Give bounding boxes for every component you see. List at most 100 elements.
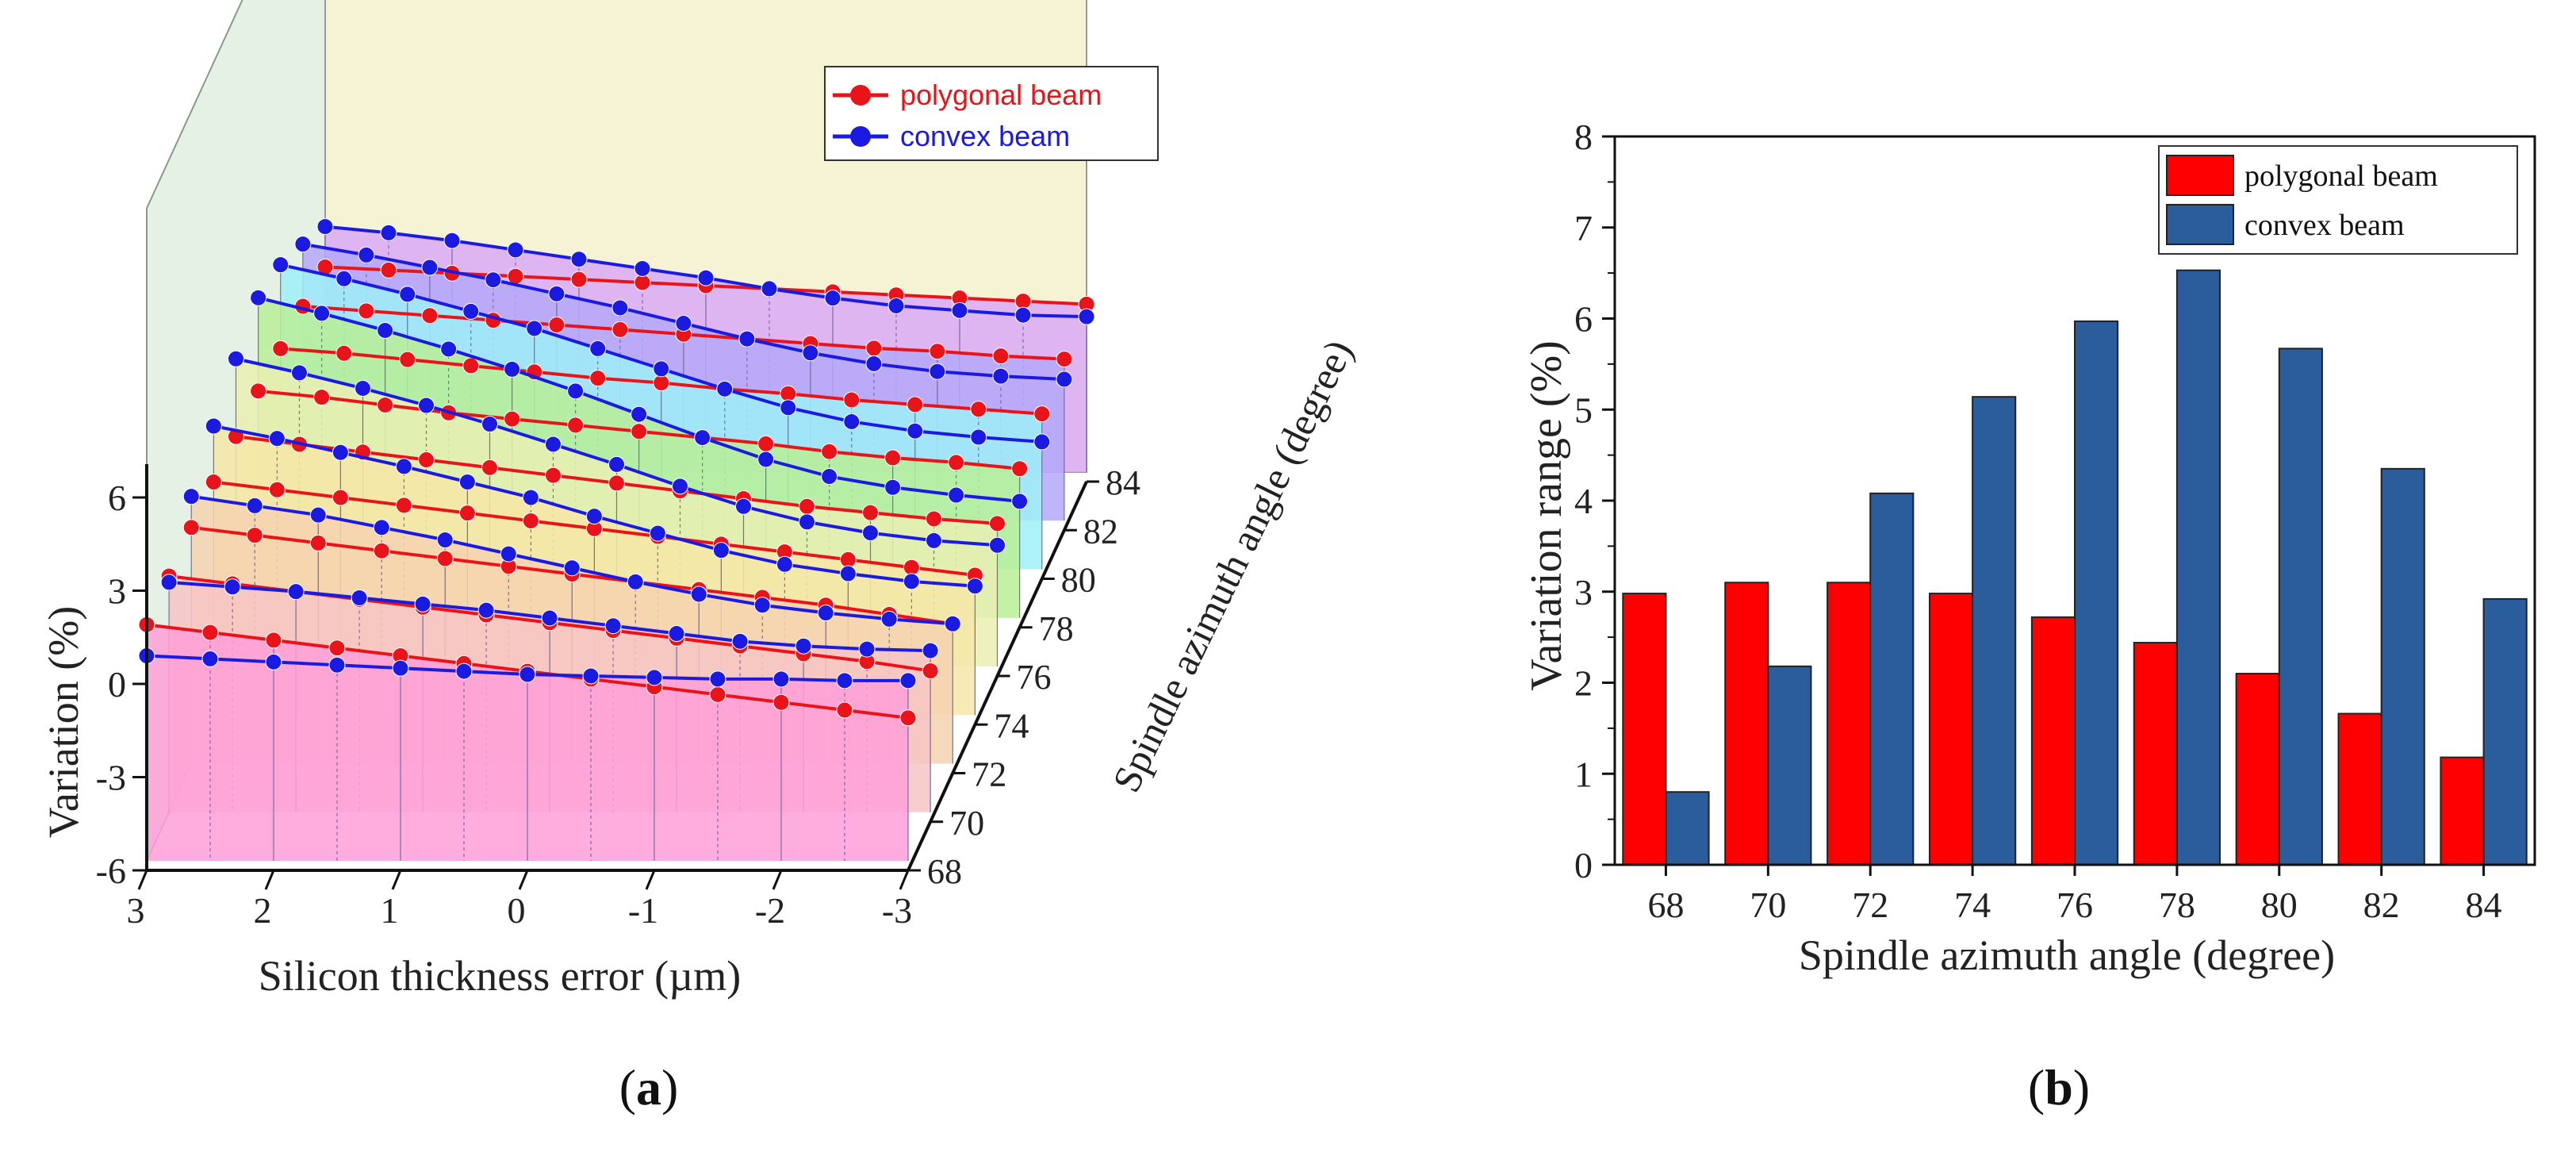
z-tick-label: 76 xyxy=(1017,658,1052,697)
convex-point-80 xyxy=(843,413,861,430)
convex-point-80 xyxy=(780,399,797,417)
polygonal-point-80 xyxy=(653,374,670,391)
polygonal-point-76 xyxy=(926,510,942,528)
panel-b-legend: polygonal beam convex beam xyxy=(2158,145,2518,255)
convex-bar-74 xyxy=(1972,396,2017,866)
polygonal-point-76 xyxy=(799,497,815,515)
convex-point-74 xyxy=(776,555,793,573)
convex-point-76 xyxy=(862,524,879,542)
convex-point-72 xyxy=(436,532,454,548)
x-tick-label: -1 xyxy=(628,890,658,931)
convex-point-78 xyxy=(377,321,394,339)
convex-point-80 xyxy=(653,360,670,378)
convex-point-84 xyxy=(761,280,778,298)
panel-a-xlabel: Silicon thickness error (µm) xyxy=(259,952,741,1000)
convex-point-76 xyxy=(926,532,942,549)
panel-a-caption-letter: a xyxy=(636,1059,661,1116)
convex-point-84 xyxy=(316,218,334,236)
polygonal-point-78 xyxy=(567,417,585,434)
x-tick-label: -2 xyxy=(755,890,785,931)
convex-point-78 xyxy=(821,468,838,486)
x-tick-label: 80 xyxy=(2261,885,2298,925)
convex-point-76 xyxy=(355,379,371,397)
legend-a-polygonal-label: polygonal beam xyxy=(900,79,1102,111)
legend-b-convex-swatch-icon xyxy=(2166,204,2234,245)
y-tick-label: 3 xyxy=(1574,572,1593,612)
convex-point-70 xyxy=(160,574,178,591)
convex-bar-68 xyxy=(1665,791,1710,866)
x-tick-label: -3 xyxy=(882,890,912,931)
convex-bar-80 xyxy=(2278,348,2323,866)
convex-point-68 xyxy=(328,656,346,674)
panel-b-caption-letter: b xyxy=(2045,1059,2073,1116)
convex-point-82 xyxy=(675,315,692,332)
convex-point-72 xyxy=(563,559,581,577)
x-tick-label: 70 xyxy=(1750,885,1786,925)
convex-point-84 xyxy=(951,301,968,319)
y-tick-label: -6 xyxy=(96,851,126,891)
y-tick-label: 0 xyxy=(1574,845,1593,885)
convex-point-70 xyxy=(604,617,622,635)
convex-point-70 xyxy=(224,578,241,596)
x-tick-label: 1 xyxy=(381,890,399,931)
polygonal-point-68 xyxy=(201,624,219,641)
polygonal-point-82 xyxy=(929,343,946,360)
convex-point-72 xyxy=(500,545,517,563)
convex-point-84 xyxy=(697,269,715,286)
convex-point-70 xyxy=(795,637,812,655)
convex-point-74 xyxy=(522,489,539,506)
polygonal-point-82 xyxy=(611,321,629,338)
convex-point-72 xyxy=(944,615,961,632)
y-tick-label: 7 xyxy=(1574,208,1593,248)
polygonal-point-82 xyxy=(992,348,1010,365)
convex-point-74 xyxy=(332,444,349,461)
x-tick-label: 3 xyxy=(127,890,145,931)
x-tick xyxy=(518,870,529,890)
polygonal-point-78 xyxy=(631,423,648,440)
convex-point-84 xyxy=(824,290,841,307)
panel-a-legend-box xyxy=(824,66,1159,161)
convex-bar-82 xyxy=(2380,467,2425,866)
convex-point-74 xyxy=(458,474,476,490)
convex-point-76 xyxy=(291,364,308,382)
z-tick-label: 72 xyxy=(972,755,1006,794)
polygonal-point-74 xyxy=(268,481,286,498)
polygonal-point-74 xyxy=(395,497,412,514)
convex-point-76 xyxy=(989,536,1006,554)
convex-point-74 xyxy=(903,573,920,590)
polygonal-point-68 xyxy=(836,701,853,719)
z-tick-label: 70 xyxy=(949,804,984,843)
convex-point-80 xyxy=(589,340,607,357)
convex-point-82 xyxy=(802,344,819,362)
convex-point-80 xyxy=(716,380,734,397)
polygonal-point-84 xyxy=(380,261,397,278)
polygonal-point-78 xyxy=(377,396,394,413)
polygonal-point-74 xyxy=(839,551,857,568)
polygonal-point-72 xyxy=(309,534,327,551)
convex-point-72 xyxy=(817,605,834,622)
polygonal-point-78 xyxy=(504,410,521,428)
polygonal-point-74 xyxy=(903,559,920,576)
polygonal-point-80 xyxy=(970,401,987,418)
panel-a-series xyxy=(138,218,1095,727)
polygonal-bar-70 xyxy=(1724,582,1769,866)
convex-point-72 xyxy=(182,488,200,505)
polygonal-point-76 xyxy=(608,474,625,492)
polygonal-point-72 xyxy=(373,542,390,559)
polygonal-point-78 xyxy=(757,435,775,452)
polygonal-point-82 xyxy=(865,340,883,357)
z-tick-label: 74 xyxy=(994,706,1029,745)
convex-point-84 xyxy=(634,259,651,277)
z-tick-label: 68 xyxy=(927,852,962,891)
x-tick xyxy=(645,870,656,890)
convex-point-82 xyxy=(485,271,502,289)
y-tick-label: 6 xyxy=(108,478,126,518)
convex-point-78 xyxy=(1011,493,1029,510)
polygonal-point-76 xyxy=(989,515,1006,532)
convex-point-74 xyxy=(649,524,666,542)
convex-point-68 xyxy=(836,672,853,689)
panel-a: 3 2 1 0 -1 -2 -3 6 3 0 -3 -6 68 70 72 74 76 78 80 82 84 Vari… xyxy=(40,0,1361,1116)
